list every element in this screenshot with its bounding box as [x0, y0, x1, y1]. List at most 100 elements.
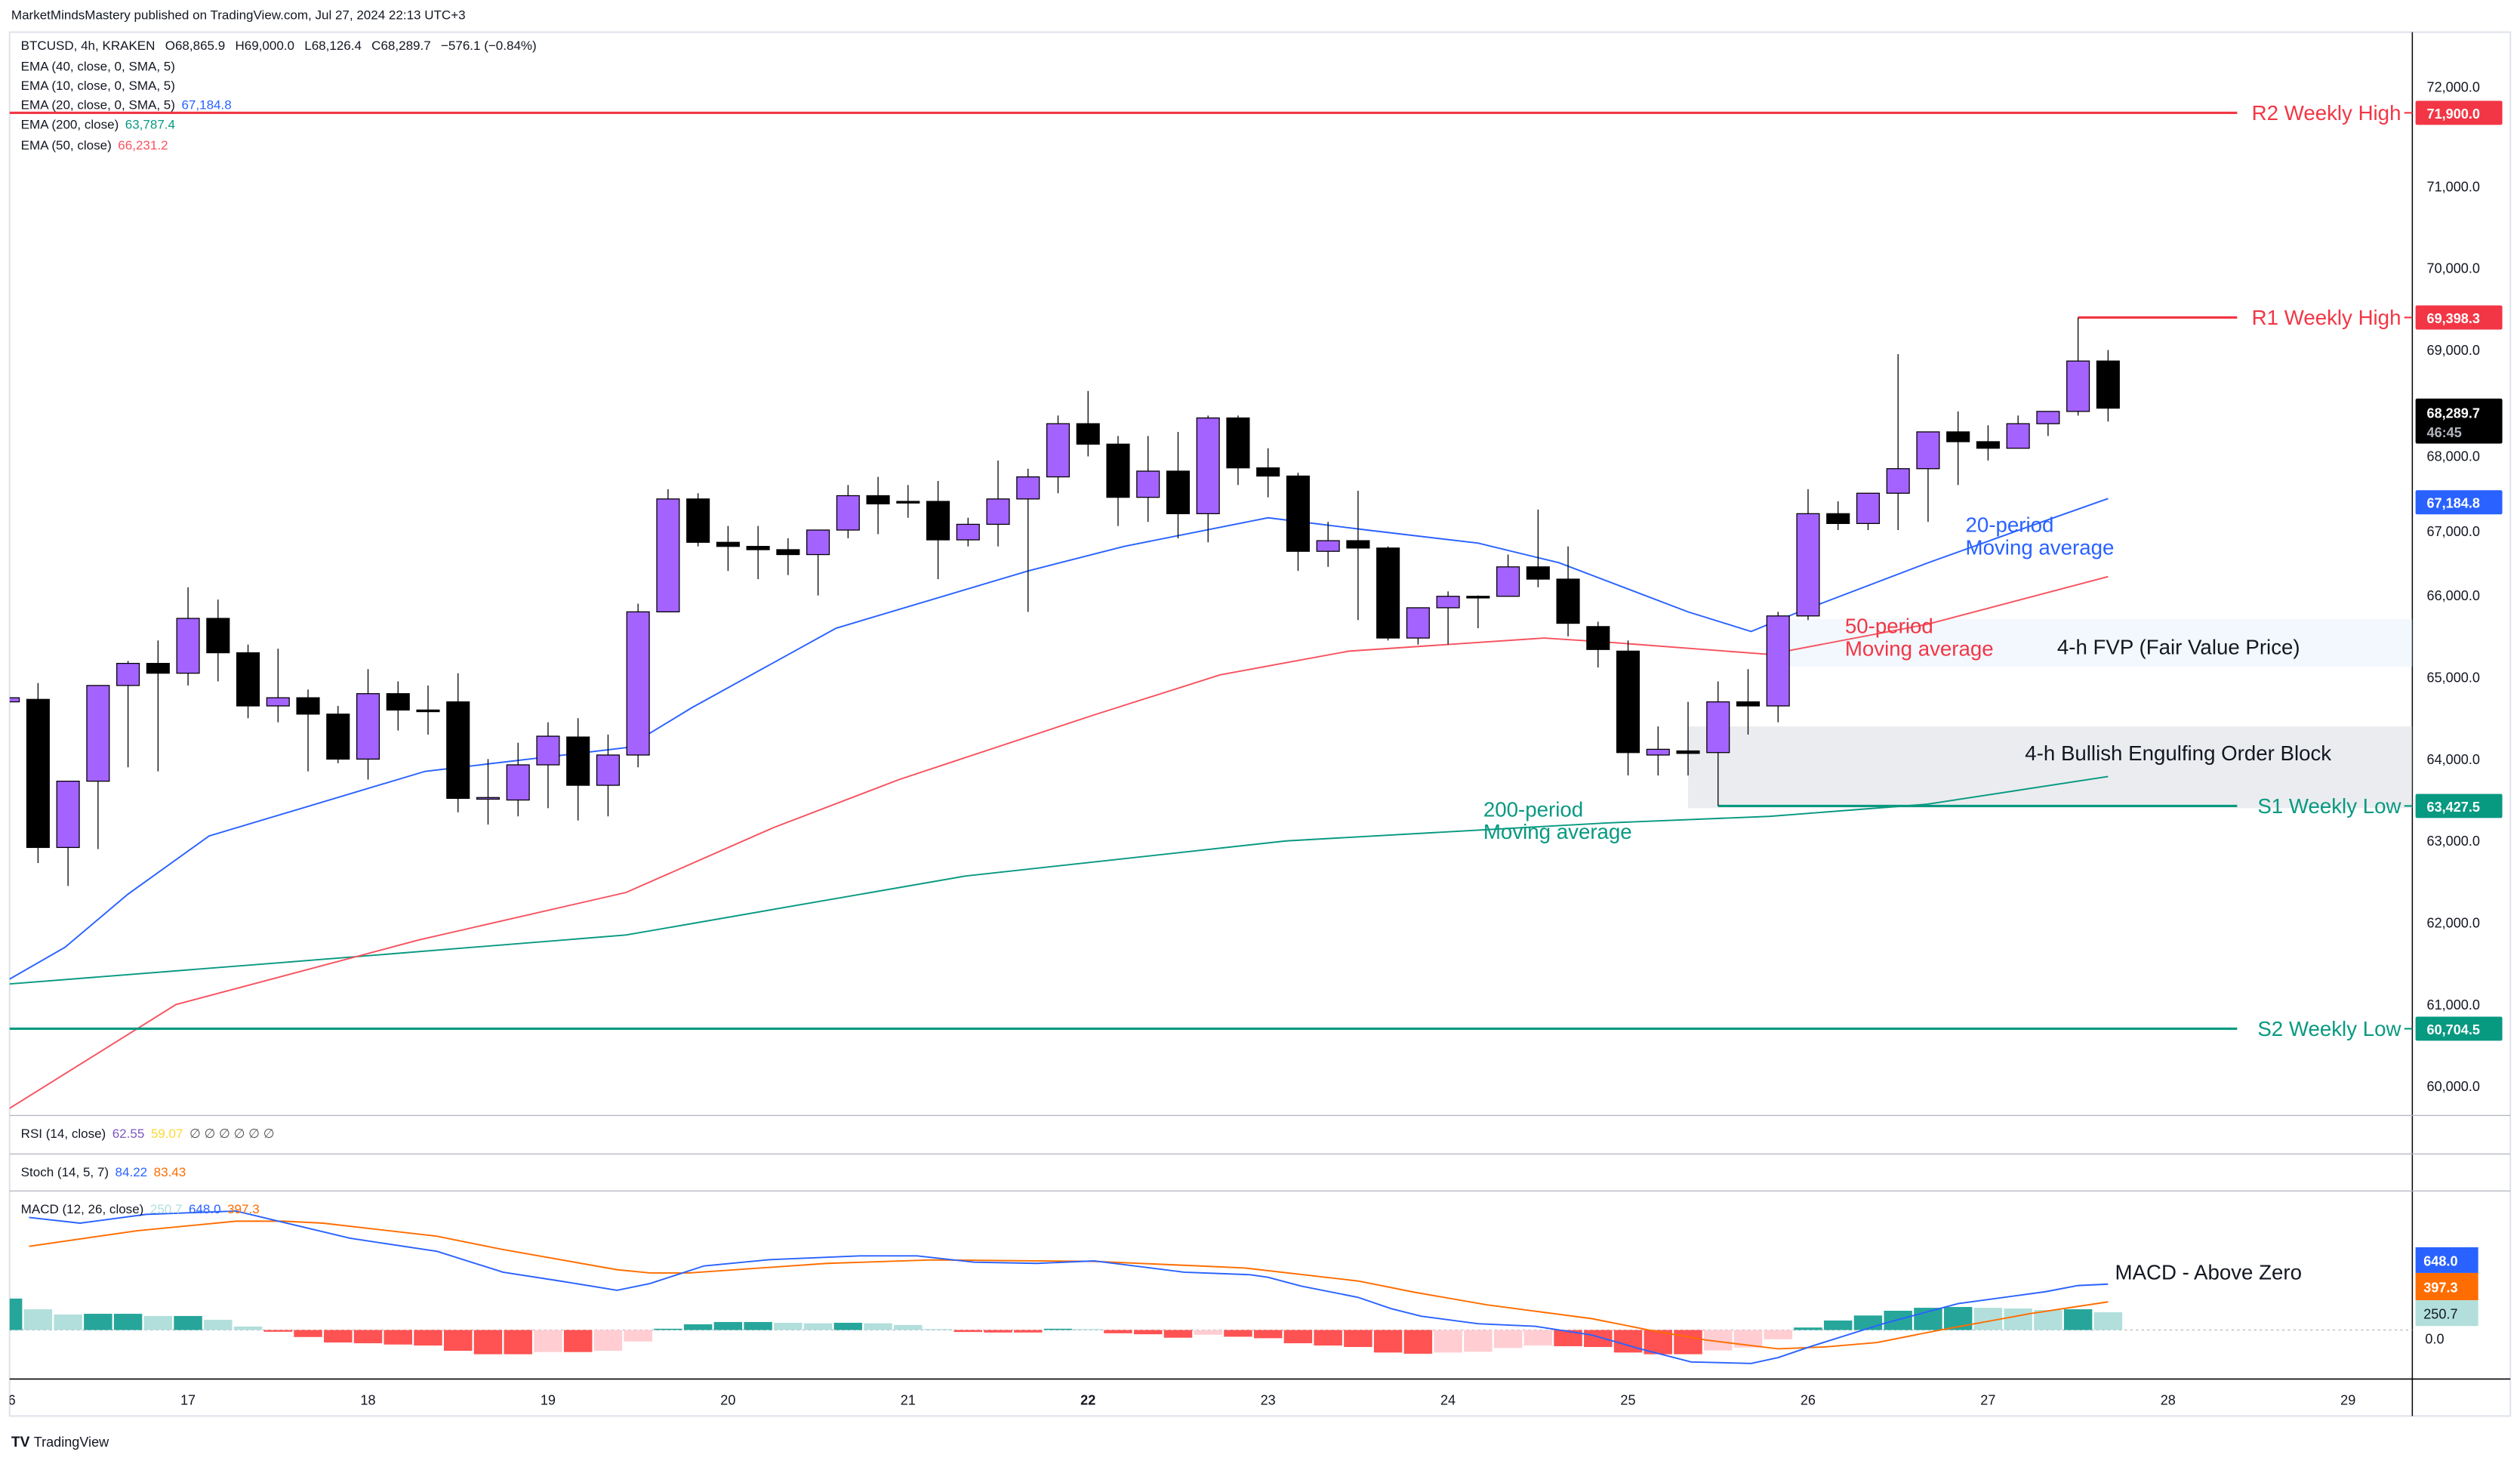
macd-axis[interactable]: 648.0 397.3 250.7 0.0 — [2415, 1247, 2478, 1347]
candle[interactable] — [716, 526, 740, 572]
candle[interactable] — [926, 480, 950, 580]
candle[interactable] — [1346, 490, 1370, 621]
indicator-ema50[interactable]: EMA (50, close) 66,231.2 — [21, 138, 168, 153]
candle[interactable] — [1676, 701, 1700, 776]
macd-above-zero-note[interactable]: MACD - Above Zero — [2115, 1260, 2302, 1284]
candle[interactable] — [296, 689, 320, 772]
ema50-annotation-line2[interactable]: Moving average — [1845, 637, 1994, 661]
macd-line[interactable] — [29, 1210, 2109, 1364]
candle[interactable] — [1316, 522, 1340, 567]
ema200-annotation-line1[interactable]: 200-period — [1483, 797, 1583, 821]
ema50-annotation-line1[interactable]: 50-period — [1845, 615, 1933, 638]
r1-weekly-high-label[interactable]: R1 Weekly High — [2252, 306, 2401, 329]
candle[interactable] — [1196, 415, 1220, 543]
candle[interactable] — [506, 742, 530, 817]
candle[interactable] — [1256, 448, 1280, 498]
candle[interactable] — [1616, 640, 1640, 776]
macd-legend[interactable]: MACD (12, 26, close) 250.7 648.0 397.3 — [21, 1202, 260, 1216]
candle[interactable] — [1226, 415, 1250, 485]
symbol-ohlc-line[interactable]: BTCUSD, 4h, KRAKEN O68,865.9 H69,000.0 L… — [21, 39, 537, 53]
indicator-ema40[interactable]: EMA (40, close, 0, SMA, 5) — [21, 60, 175, 74]
candle[interactable] — [326, 705, 350, 763]
candle[interactable] — [746, 526, 770, 580]
ema50-line[interactable] — [8, 575, 2109, 1109]
candle[interactable] — [1526, 509, 1550, 587]
candle[interactable] — [1016, 468, 1040, 612]
ema200-annotation-line2[interactable]: Moving average — [1483, 820, 1632, 843]
candle[interactable] — [206, 600, 230, 682]
candle[interactable] — [1586, 621, 1610, 668]
candle[interactable] — [266, 649, 290, 723]
candle[interactable] — [1976, 425, 2000, 461]
candle[interactable] — [356, 669, 380, 780]
ema20-line[interactable] — [8, 498, 2109, 980]
candle[interactable] — [116, 661, 140, 768]
candle[interactable] — [2036, 411, 2060, 436]
candle[interactable] — [1286, 473, 1310, 572]
candle[interactable] — [476, 759, 501, 825]
order-block-zone[interactable] — [1688, 726, 2413, 809]
candle[interactable] — [1886, 354, 1910, 531]
candle[interactable] — [146, 640, 170, 772]
indicator-ema20[interactable]: EMA (20, close, 0, SMA, 5) 67,184.8 — [21, 98, 232, 113]
rsi-legend[interactable]: RSI (14, close) 62.55 59.07 ∅ ∅ ∅ ∅ ∅ ∅ — [21, 1127, 275, 1141]
macd-signal-line[interactable] — [29, 1220, 2109, 1350]
indicator-ema10[interactable]: EMA (10, close, 0, SMA, 5) — [21, 79, 175, 93]
candle[interactable] — [446, 673, 470, 812]
candle[interactable] — [2066, 317, 2090, 416]
candle[interactable] — [1766, 612, 1790, 723]
candle[interactable] — [626, 603, 650, 768]
time-axis[interactable]: 16 17 18 19 20 21 22 23 24 25 26 27 28 29 — [1, 1392, 2356, 1407]
r2-weekly-high-label[interactable]: R2 Weekly High — [2252, 101, 2401, 125]
candle[interactable] — [416, 685, 440, 735]
candle[interactable] — [1856, 492, 1880, 531]
candle[interactable] — [1106, 436, 1130, 526]
candle[interactable] — [686, 493, 710, 547]
candle[interactable] — [1826, 501, 1850, 531]
candle[interactable] — [0, 695, 20, 706]
candle[interactable] — [1046, 415, 1071, 494]
candle[interactable] — [2096, 350, 2120, 422]
candle[interactable] — [86, 685, 110, 849]
candle[interactable] — [656, 489, 680, 612]
fvp-zone[interactable] — [1778, 619, 2413, 667]
fvp-zone-label[interactable]: 4-h FVP (Fair Value Price) — [2057, 635, 2300, 658]
candle[interactable] — [1646, 726, 1670, 776]
candle[interactable] — [1376, 546, 1400, 641]
candle[interactable] — [1736, 669, 1761, 735]
s1-weekly-low-label[interactable]: S1 Weekly Low — [2257, 794, 2401, 818]
candle[interactable] — [386, 681, 410, 731]
tradingview-logo[interactable]: TV TradingView — [11, 1435, 109, 1450]
candle[interactable] — [776, 538, 800, 575]
ema20-annotation-line2[interactable]: Moving average — [1966, 535, 2115, 559]
candle[interactable] — [26, 683, 50, 863]
s2-weekly-low-label[interactable]: S2 Weekly Low — [2257, 1017, 2401, 1040]
candle[interactable] — [866, 476, 890, 535]
candle[interactable] — [1136, 436, 1160, 522]
candle[interactable] — [236, 644, 260, 719]
price-axis[interactable]: 72,000.0 71,000.0 70,000.0 69,000.0 68,000.0… — [2427, 80, 2480, 1095]
candle[interactable] — [806, 529, 830, 596]
candle[interactable] — [1556, 546, 1580, 636]
order-block-label[interactable]: 4-h Bullish Engulfing Order Block — [2025, 741, 2331, 765]
indicator-ema200[interactable]: EMA (200, close) 63,787.4 — [21, 117, 175, 131]
candle[interactable] — [2006, 415, 2030, 449]
candle[interactable] — [1076, 390, 1100, 457]
candle[interactable] — [566, 718, 590, 821]
candle[interactable] — [1406, 607, 1430, 645]
candle[interactable] — [56, 781, 80, 886]
candle[interactable] — [1916, 431, 1940, 522]
stoch-legend[interactable]: Stoch (14, 5, 7) 84.22 83.43 — [21, 1165, 186, 1179]
candle[interactable] — [176, 587, 200, 686]
candle[interactable] — [956, 517, 980, 547]
candle[interactable] — [1496, 554, 1520, 597]
candle[interactable] — [1436, 591, 1460, 645]
candle[interactable] — [536, 722, 560, 809]
candle[interactable] — [1796, 489, 1820, 621]
candle[interactable] — [1466, 595, 1490, 629]
candle[interactable] — [596, 734, 620, 817]
candle[interactable] — [836, 485, 860, 538]
candle[interactable] — [896, 485, 920, 518]
ema200-line[interactable] — [8, 775, 2109, 985]
